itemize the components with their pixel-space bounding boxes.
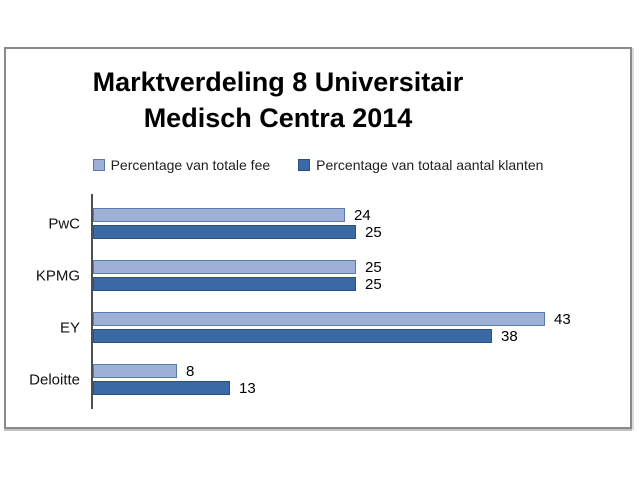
bar-value-label: 25 (365, 275, 382, 293)
bar-line-series-1: 25 (93, 258, 630, 276)
bar-value-label: 13 (239, 379, 256, 397)
legend-item-series-2: Percentage van totaal aantal klanten (298, 157, 543, 173)
category-row: PwC 24 25 (48, 206, 630, 241)
bar-series-2 (93, 329, 492, 343)
bar-line-series-2: 13 (93, 379, 630, 397)
bar-line-series-2: 38 (93, 327, 630, 345)
bar-series-1 (93, 364, 177, 378)
legend-swatch-icon (92, 159, 105, 171)
chart-title-line2: Medisch Centra 2014 (143, 103, 413, 133)
category-label: PwC (48, 215, 80, 232)
plot-rows: PwC 24 25 KPMG 25 25 EY 43 38 Deloitte 8 13 (29, 194, 630, 409)
bar-line-series-2: 25 (93, 275, 630, 293)
bar-series-2 (93, 277, 356, 291)
legend-label: Percentage van totale fee (110, 157, 271, 173)
bar-series-2 (93, 381, 230, 395)
bar-value-label: 24 (354, 206, 371, 224)
bar-series-1 (93, 312, 545, 326)
category-row: EY 43 38 (60, 310, 630, 345)
bar-value-label: 38 (501, 327, 518, 345)
bar-line-series-1: 24 (93, 206, 630, 224)
category-row: Deloitte 8 13 (29, 362, 630, 397)
legend-label: Percentage van totaal aantal klanten (316, 157, 544, 173)
bar-line-series-2: 25 (93, 223, 630, 241)
chart-title-line1: Marktverdeling 8 Universitair (92, 67, 464, 97)
bar-line-series-1: 43 (93, 310, 630, 328)
bar-value-label: 25 (365, 223, 382, 241)
category-row: KPMG 25 25 (36, 258, 630, 293)
chart-title: Marktverdeling 8 Universitair Medisch Ce… (6, 64, 550, 136)
category-label: KPMG (35, 267, 80, 284)
legend-item-series-1: Percentage van totale fee (92, 157, 271, 173)
bar-value-label: 43 (554, 310, 571, 328)
bar-value-label: 25 (365, 258, 382, 276)
bar-value-label: 8 (186, 362, 195, 380)
bar-line-series-1: 8 (93, 362, 630, 380)
bar-series-2 (93, 225, 356, 239)
plot-area: PwC 24 25 KPMG 25 25 EY 43 38 Deloitte 8 13 (29, 194, 630, 409)
bar-series-1 (93, 260, 356, 274)
legend: Percentage van totale fee Percentage van … (6, 157, 630, 173)
legend-swatch-icon (298, 159, 311, 171)
bar-series-1 (93, 208, 345, 222)
chart-frame: Marktverdeling 8 Universitair Medisch Ce… (4, 47, 632, 429)
category-label: Deloitte (29, 371, 80, 388)
category-label: EY (59, 319, 80, 336)
